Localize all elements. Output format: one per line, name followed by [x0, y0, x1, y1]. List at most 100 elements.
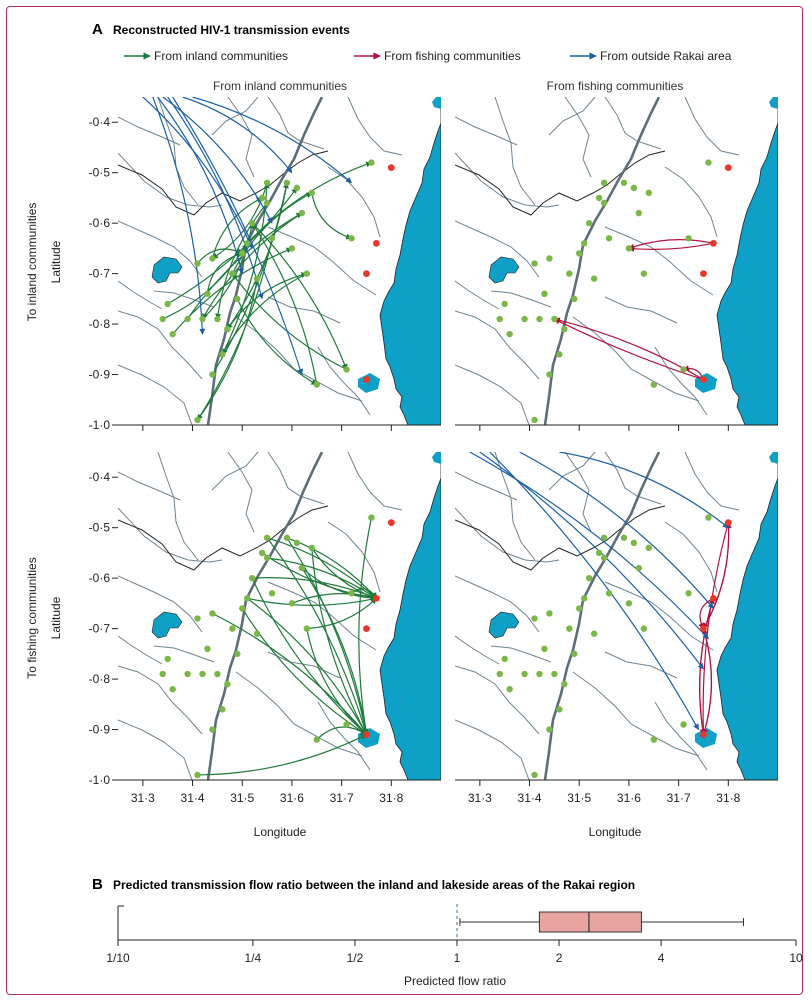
inland-community-dot [531, 417, 537, 423]
fishing-community-dot [363, 731, 370, 738]
map-panel-to-fishing-from-inland [112, 452, 441, 786]
inland-community-dot [566, 625, 572, 631]
inland-community-dot [531, 772, 537, 778]
inland-community-dot [264, 180, 270, 186]
y-tick-label: -0·4 [89, 115, 111, 129]
x-tick-label: 31·4 [518, 791, 542, 805]
panel-b-x-tick-label: 10 [789, 951, 803, 965]
inland-community-dot [601, 555, 607, 561]
map-panel-to-inland-from-inland [112, 97, 441, 431]
inland-community-dot [214, 671, 220, 677]
inland-community-dot [309, 545, 315, 551]
x-axis-title-right: Longitude [589, 825, 642, 839]
inland-community-dot [646, 545, 652, 551]
interquartile-box [539, 912, 641, 932]
panel-b-letter: B [92, 876, 103, 893]
inland-community-dot [284, 535, 290, 541]
fishing-community-dot [373, 595, 380, 602]
inland-community-dot [199, 316, 205, 322]
inland-community-dot [309, 190, 315, 196]
inland-community-dot [269, 590, 275, 596]
inland-community-dot [264, 535, 270, 541]
fishing-community-dot [725, 164, 732, 171]
y-tick-label: -0·5 [89, 521, 111, 535]
inland-community-dot [546, 610, 552, 616]
inland-community-dot [169, 331, 175, 337]
y-tick-label: -0·7 [89, 267, 111, 281]
inland-community-dot [566, 270, 572, 276]
panel-a-title: Reconstructed HIV-1 transmission events [113, 23, 350, 37]
map-panel-to-inland-from-fishing [455, 97, 778, 431]
y-tick-label: -0·6 [89, 216, 111, 230]
inland-community-dot [621, 180, 627, 186]
inland-community-dot [219, 351, 225, 357]
inland-community-dot [591, 630, 597, 636]
inland-community-dot [169, 686, 175, 692]
x-tick-label: 31·3 [131, 791, 155, 805]
row-title-to-inland: To inland communities [25, 203, 39, 322]
inland-community-dot [294, 540, 300, 546]
inland-community-dot [536, 671, 542, 677]
inland-community-dot [551, 671, 557, 677]
inland-community-dot [705, 159, 711, 165]
inland-community-dot [576, 250, 582, 256]
fishing-community-dot [363, 376, 370, 383]
inland-community-dot [294, 185, 300, 191]
inland-community-dot [606, 590, 612, 596]
inland-community-dot [244, 595, 250, 601]
panel-b-x-tick-label: 1/10 [106, 951, 130, 965]
panel-b-x-axis-title: Predicted flow ratio [404, 974, 506, 988]
x-tick-label: 31·6 [617, 791, 641, 805]
panel-b-x-tick-label: 1 [454, 951, 461, 965]
y-axis-title-top: Latitude [49, 240, 63, 283]
map-panel-to-fishing-from-fishing [455, 452, 778, 786]
inland-community-dot [646, 190, 652, 196]
inland-community-dot [194, 260, 200, 266]
inland-community-dot [581, 240, 587, 246]
x-tick-label: 31·7 [667, 791, 691, 805]
x-tick-label: 31·5 [567, 791, 591, 805]
y-tick-label: -0·7 [89, 622, 111, 636]
inland-community-dot [214, 316, 220, 322]
column-title-fishing: From fishing communities [547, 79, 684, 93]
fishing-community-dot [710, 240, 717, 247]
legend: From inland communities From fishing com… [124, 49, 732, 63]
inland-community-dot [576, 605, 582, 611]
inland-community-dot [551, 316, 557, 322]
inland-community-dot [501, 656, 507, 662]
panel-b-x-tick-label: 1/2 [347, 951, 364, 965]
inland-community-dot [641, 270, 647, 276]
inland-community-dot [680, 366, 686, 372]
inland-community-dot [314, 381, 320, 387]
x-tick-label: 31·8 [716, 791, 740, 805]
inland-community-dot [506, 686, 512, 692]
inland-community-dot [591, 275, 597, 281]
inland-community-dot [621, 535, 627, 541]
y-tick-label: -0·5 [89, 166, 111, 180]
inland-community-dot [299, 210, 305, 216]
inland-community-dot [289, 600, 295, 606]
x-tick-label: 31·3 [468, 791, 492, 805]
inland-community-dot [254, 275, 260, 281]
inland-community-dot [164, 301, 170, 307]
row-title-to-fishing: To fishing communities [25, 557, 39, 678]
inland-community-dot [343, 721, 349, 727]
inland-community-dot [229, 270, 235, 276]
inland-community-dot [160, 671, 166, 677]
inland-community-dot [546, 726, 552, 732]
fishing-community-dot [363, 625, 370, 632]
inland-community-dot [219, 706, 225, 712]
inland-community-dot [636, 210, 642, 216]
legend-inland-label: From inland communities [154, 49, 288, 63]
inland-community-dot [601, 200, 607, 206]
fishing-community-dot [725, 519, 732, 526]
inland-community-dot [596, 550, 602, 556]
inland-community-dot [229, 625, 235, 631]
inland-community-dot [184, 316, 190, 322]
inland-community-dot [541, 291, 547, 297]
y-tick-label: -0·9 [89, 368, 111, 382]
x-tick-label: 31·7 [330, 791, 354, 805]
fishing-community-dot [700, 376, 707, 383]
inland-community-dot [289, 245, 295, 251]
inland-community-dot [601, 535, 607, 541]
